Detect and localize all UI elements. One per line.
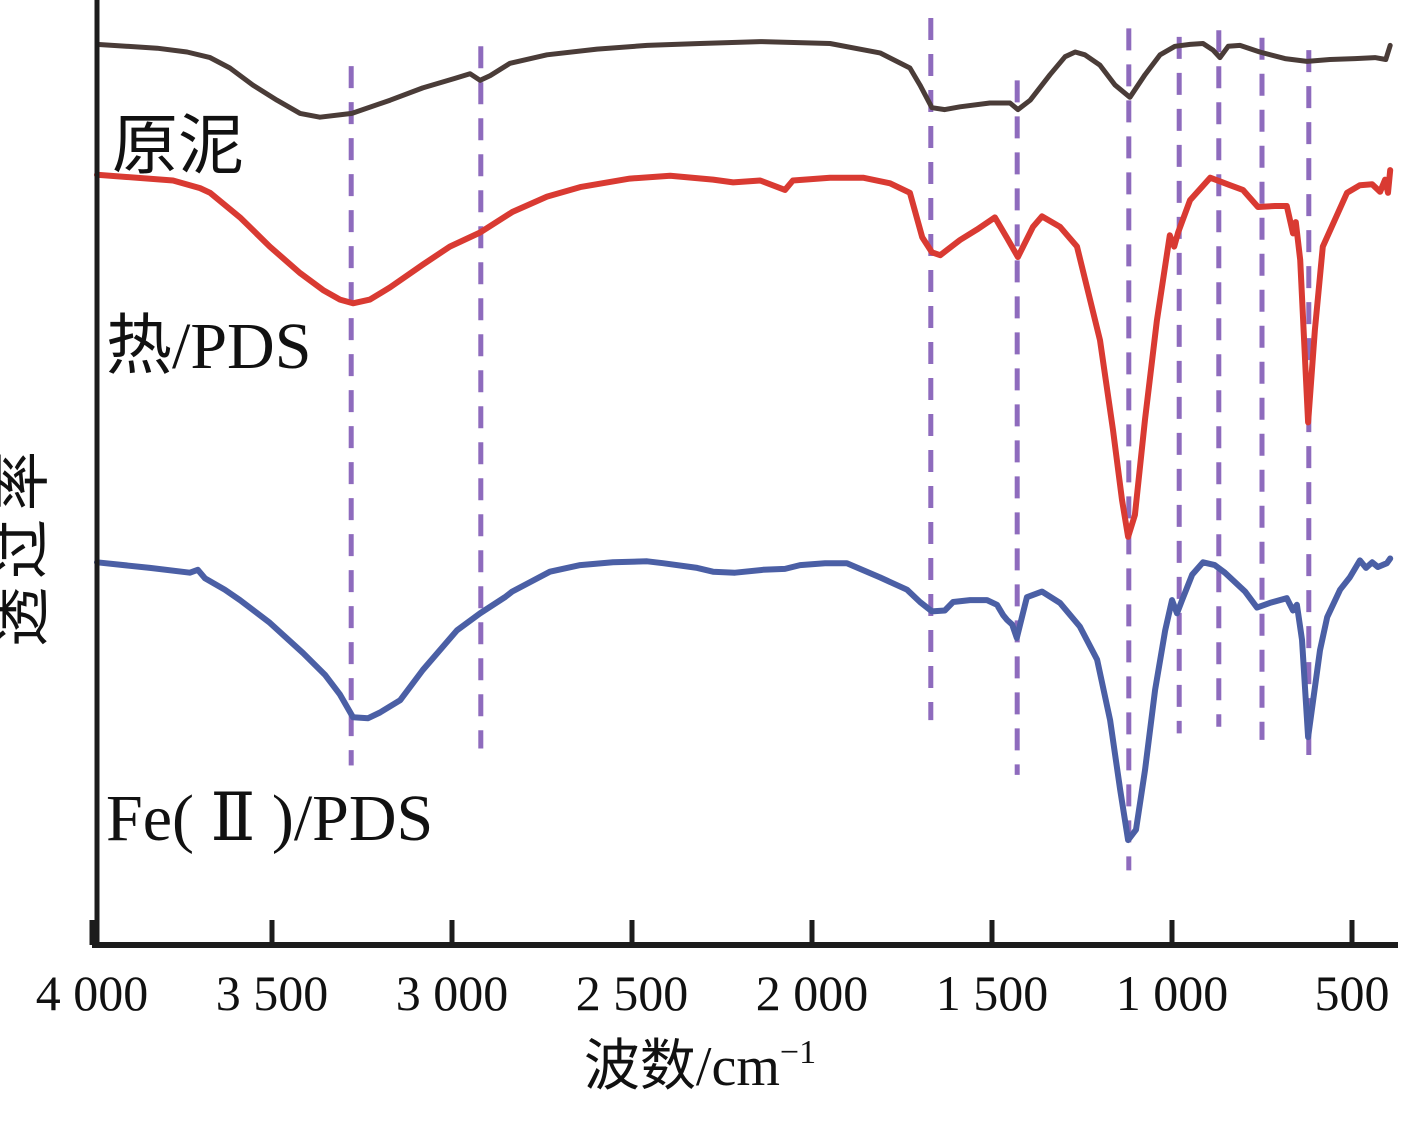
axes-group: 4 000 3 500 3 000 2 500 2 000 1 500 1 000 500 [36, 0, 1398, 1021]
x-axis-title-base: 波数/cm [584, 1036, 780, 1098]
spectra-curves-group [94, 39, 1394, 844]
x-tick-label-1500: 1 500 [936, 965, 1049, 1021]
x-tick-label-2500: 2 500 [576, 965, 689, 1021]
series-label-fe2-pds: Fe( Ⅱ )/PDS [106, 782, 433, 855]
x-axis-title-superscript: −1 [780, 1034, 816, 1071]
x-tick-label-4000: 4 000 [36, 965, 149, 1021]
x-tick-label-3000: 3 000 [396, 965, 509, 1021]
spectrum-curve-1 [94, 167, 1394, 540]
y-axis-title: 透过率 [0, 443, 55, 647]
x-tick-label-3500: 3 500 [216, 965, 329, 1021]
x-tick-label-2000: 2 000 [756, 965, 869, 1021]
spectrum-curve-0 [94, 39, 1393, 120]
x-ticks-group [89, 920, 1355, 945]
x-tick-labels-group: 4 000 3 500 3 000 2 500 2 000 1 500 1 000 500 [36, 965, 1390, 1021]
guide-lines-group [348, 17, 1312, 871]
x-axis-title: 波数/cm−1 [584, 1034, 816, 1098]
x-tick-label-1000: 1 000 [1116, 965, 1229, 1021]
spectrum-curve-2 [94, 555, 1394, 844]
series-label-heat-pds: 热/PDS [106, 310, 311, 383]
x-tick-label-500: 500 [1315, 965, 1390, 1021]
series-label-raw-sludge: 原泥 [112, 110, 244, 183]
